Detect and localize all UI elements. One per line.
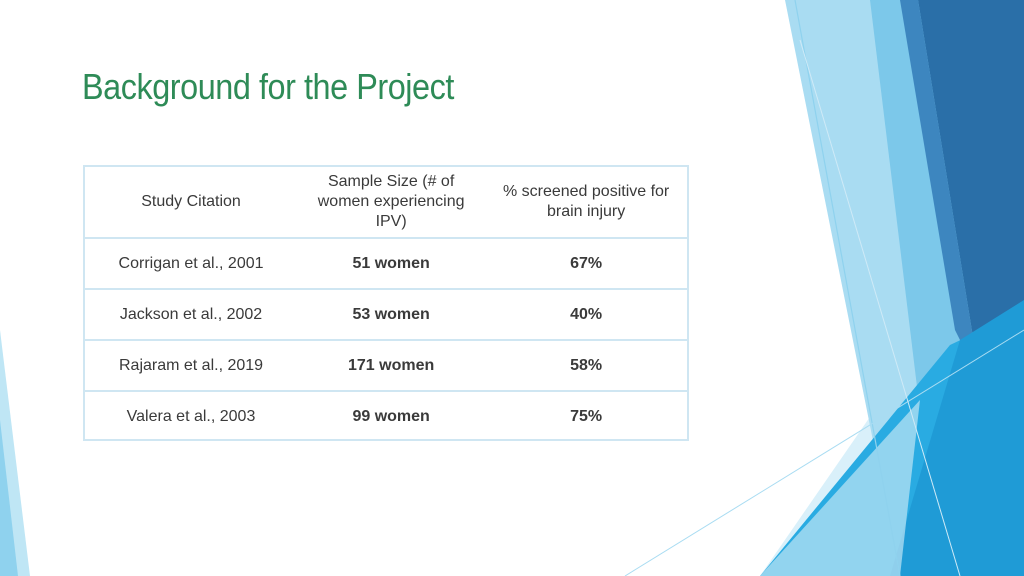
cell-sample-size: 99 women: [352, 407, 430, 425]
cell-percent: 67%: [485, 238, 687, 290]
table-header-row: Study Citation Sample Size (# of women e…: [85, 167, 687, 239]
cell-percent: 75%: [570, 407, 603, 425]
cell-sample-size: 51 women: [297, 238, 486, 290]
header-percent-positive: % screened positive for brain injury: [485, 167, 687, 239]
cell-citation: Valera et al., 2003: [126, 407, 256, 425]
studies-table: Study Citation Sample Size (# of women e…: [85, 167, 687, 441]
table-row: Valera et al., 2003 99 women 75%: [85, 391, 687, 441]
right-shape-dark-edge: [900, 0, 980, 380]
cell-sample-size: 171 women: [297, 340, 486, 392]
right-shape-dark: [918, 0, 1024, 380]
thin-line-2: [624, 329, 1024, 576]
cell-percent: 58%: [485, 340, 687, 392]
studies-table-container: Study Citation Sample Size (# of women e…: [83, 165, 689, 441]
thin-line-3: [799, 39, 961, 576]
slide-title: Background for the Project: [82, 66, 454, 107]
cell-citation: Rajaram et al., 2019: [85, 340, 298, 392]
table-row: Rajaram et al., 2019 171 women 58%: [85, 340, 687, 392]
cell-sample-size: 53 women: [297, 289, 486, 341]
left-accent-shape-inner: [0, 420, 18, 576]
right-shape-bright-overlay: [890, 300, 1024, 576]
table-row: Corrigan et al., 2001 51 women 67%: [85, 238, 687, 290]
cell-citation: Corrigan et al., 2001: [85, 238, 298, 290]
header-study-citation: Study Citation: [85, 167, 298, 239]
header-sample-size: Sample Size (# of women experiencing IPV…: [297, 167, 486, 239]
table-row: Jackson et al., 2002 53 women 40%: [85, 289, 687, 341]
thin-line-1: [794, 0, 901, 576]
right-shape-pale-lower: [760, 400, 920, 576]
cell-percent: 40%: [485, 289, 687, 341]
cell-citation: Jackson et al., 2002: [85, 289, 298, 341]
